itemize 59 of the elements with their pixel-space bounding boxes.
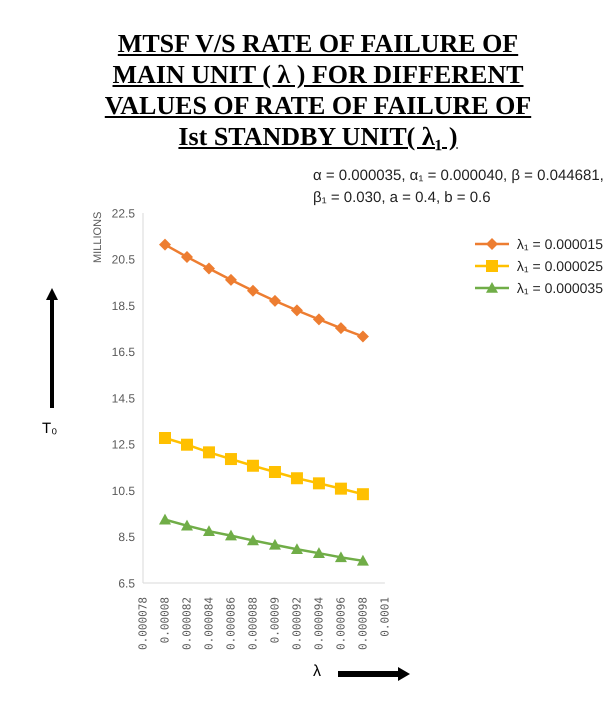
y-tick-label: 16.5 — [112, 345, 136, 360]
point — [158, 514, 171, 524]
x-tick-label: 0.000084 — [202, 596, 216, 650]
y-tick-label: 6.5 — [118, 576, 136, 590]
point — [334, 482, 347, 495]
point — [202, 525, 215, 536]
point — [202, 446, 215, 458]
x-tick-label: 0.000086 — [224, 597, 238, 650]
x-tick-label: 0.00008 — [158, 597, 172, 644]
y-tick-label: 18.5 — [112, 298, 136, 313]
y-tick-label: 14.5 — [112, 391, 136, 406]
x-tick-label: 0.000088 — [246, 597, 260, 650]
point — [312, 313, 325, 326]
point — [158, 432, 171, 444]
text: MILLIONS — [92, 212, 104, 263]
point — [290, 543, 303, 554]
x-tick-label: 0.000096 — [334, 597, 348, 650]
point — [356, 330, 369, 342]
point — [356, 554, 369, 566]
point — [356, 488, 369, 500]
y-tick-label: 20.5 — [112, 252, 136, 267]
y-tick-label: 22.5 — [112, 206, 136, 220]
point — [268, 538, 281, 550]
point — [180, 250, 193, 263]
point — [158, 238, 171, 251]
y-axis-title: T₀ — [42, 420, 58, 437]
point — [268, 466, 281, 478]
x-tick-label: 0.000092 — [290, 597, 304, 650]
x-tick-label: 0.000078 — [136, 597, 150, 650]
point — [224, 274, 237, 286]
text: α = 0.000035, α₁ = 0.000040, β = 0.044681, β₁ = 0.030, a = 0.4, b = 0.6 — [313, 166, 605, 208]
point — [246, 534, 259, 546]
legend-label: λ₁ = 0.000035 — [516, 280, 603, 296]
point — [268, 294, 281, 307]
point — [180, 438, 193, 451]
legend-label: λ₁ = 0.000015 — [516, 236, 603, 252]
y-tick-label: 8.5 — [118, 530, 136, 544]
x-tick-label: 0.000098 — [356, 597, 370, 650]
point — [246, 284, 259, 297]
point — [224, 453, 237, 466]
y-tick-label: 10.5 — [112, 484, 136, 498]
chart-title: MTSF V/S RATE OF FAILURE OF MAIN UNIT ( λ ) FOR DIFFERENT VALUES OF RATE OF FAILURE OF Ist STANDBY UNIT( λ₁ ) — [104, 28, 532, 152]
point — [246, 460, 259, 472]
x-tick-label: 0.0001 — [378, 597, 392, 637]
point — [312, 547, 325, 558]
y-tick-label: 12.5 — [112, 438, 136, 452]
x-axis-title: λ — [313, 663, 321, 681]
point — [312, 477, 325, 490]
x-tick-label: 0.000094 — [312, 596, 326, 650]
point — [290, 472, 303, 484]
legend-label: λ₁ = 0.000025 — [516, 258, 603, 274]
point — [202, 262, 215, 274]
point — [334, 322, 347, 334]
x-tick-label: 0.00009 — [268, 597, 282, 644]
point — [290, 304, 303, 316]
point — [224, 530, 237, 540]
x-tick-label: 0.000082 — [180, 597, 194, 650]
point — [334, 551, 347, 562]
point — [180, 520, 193, 530]
